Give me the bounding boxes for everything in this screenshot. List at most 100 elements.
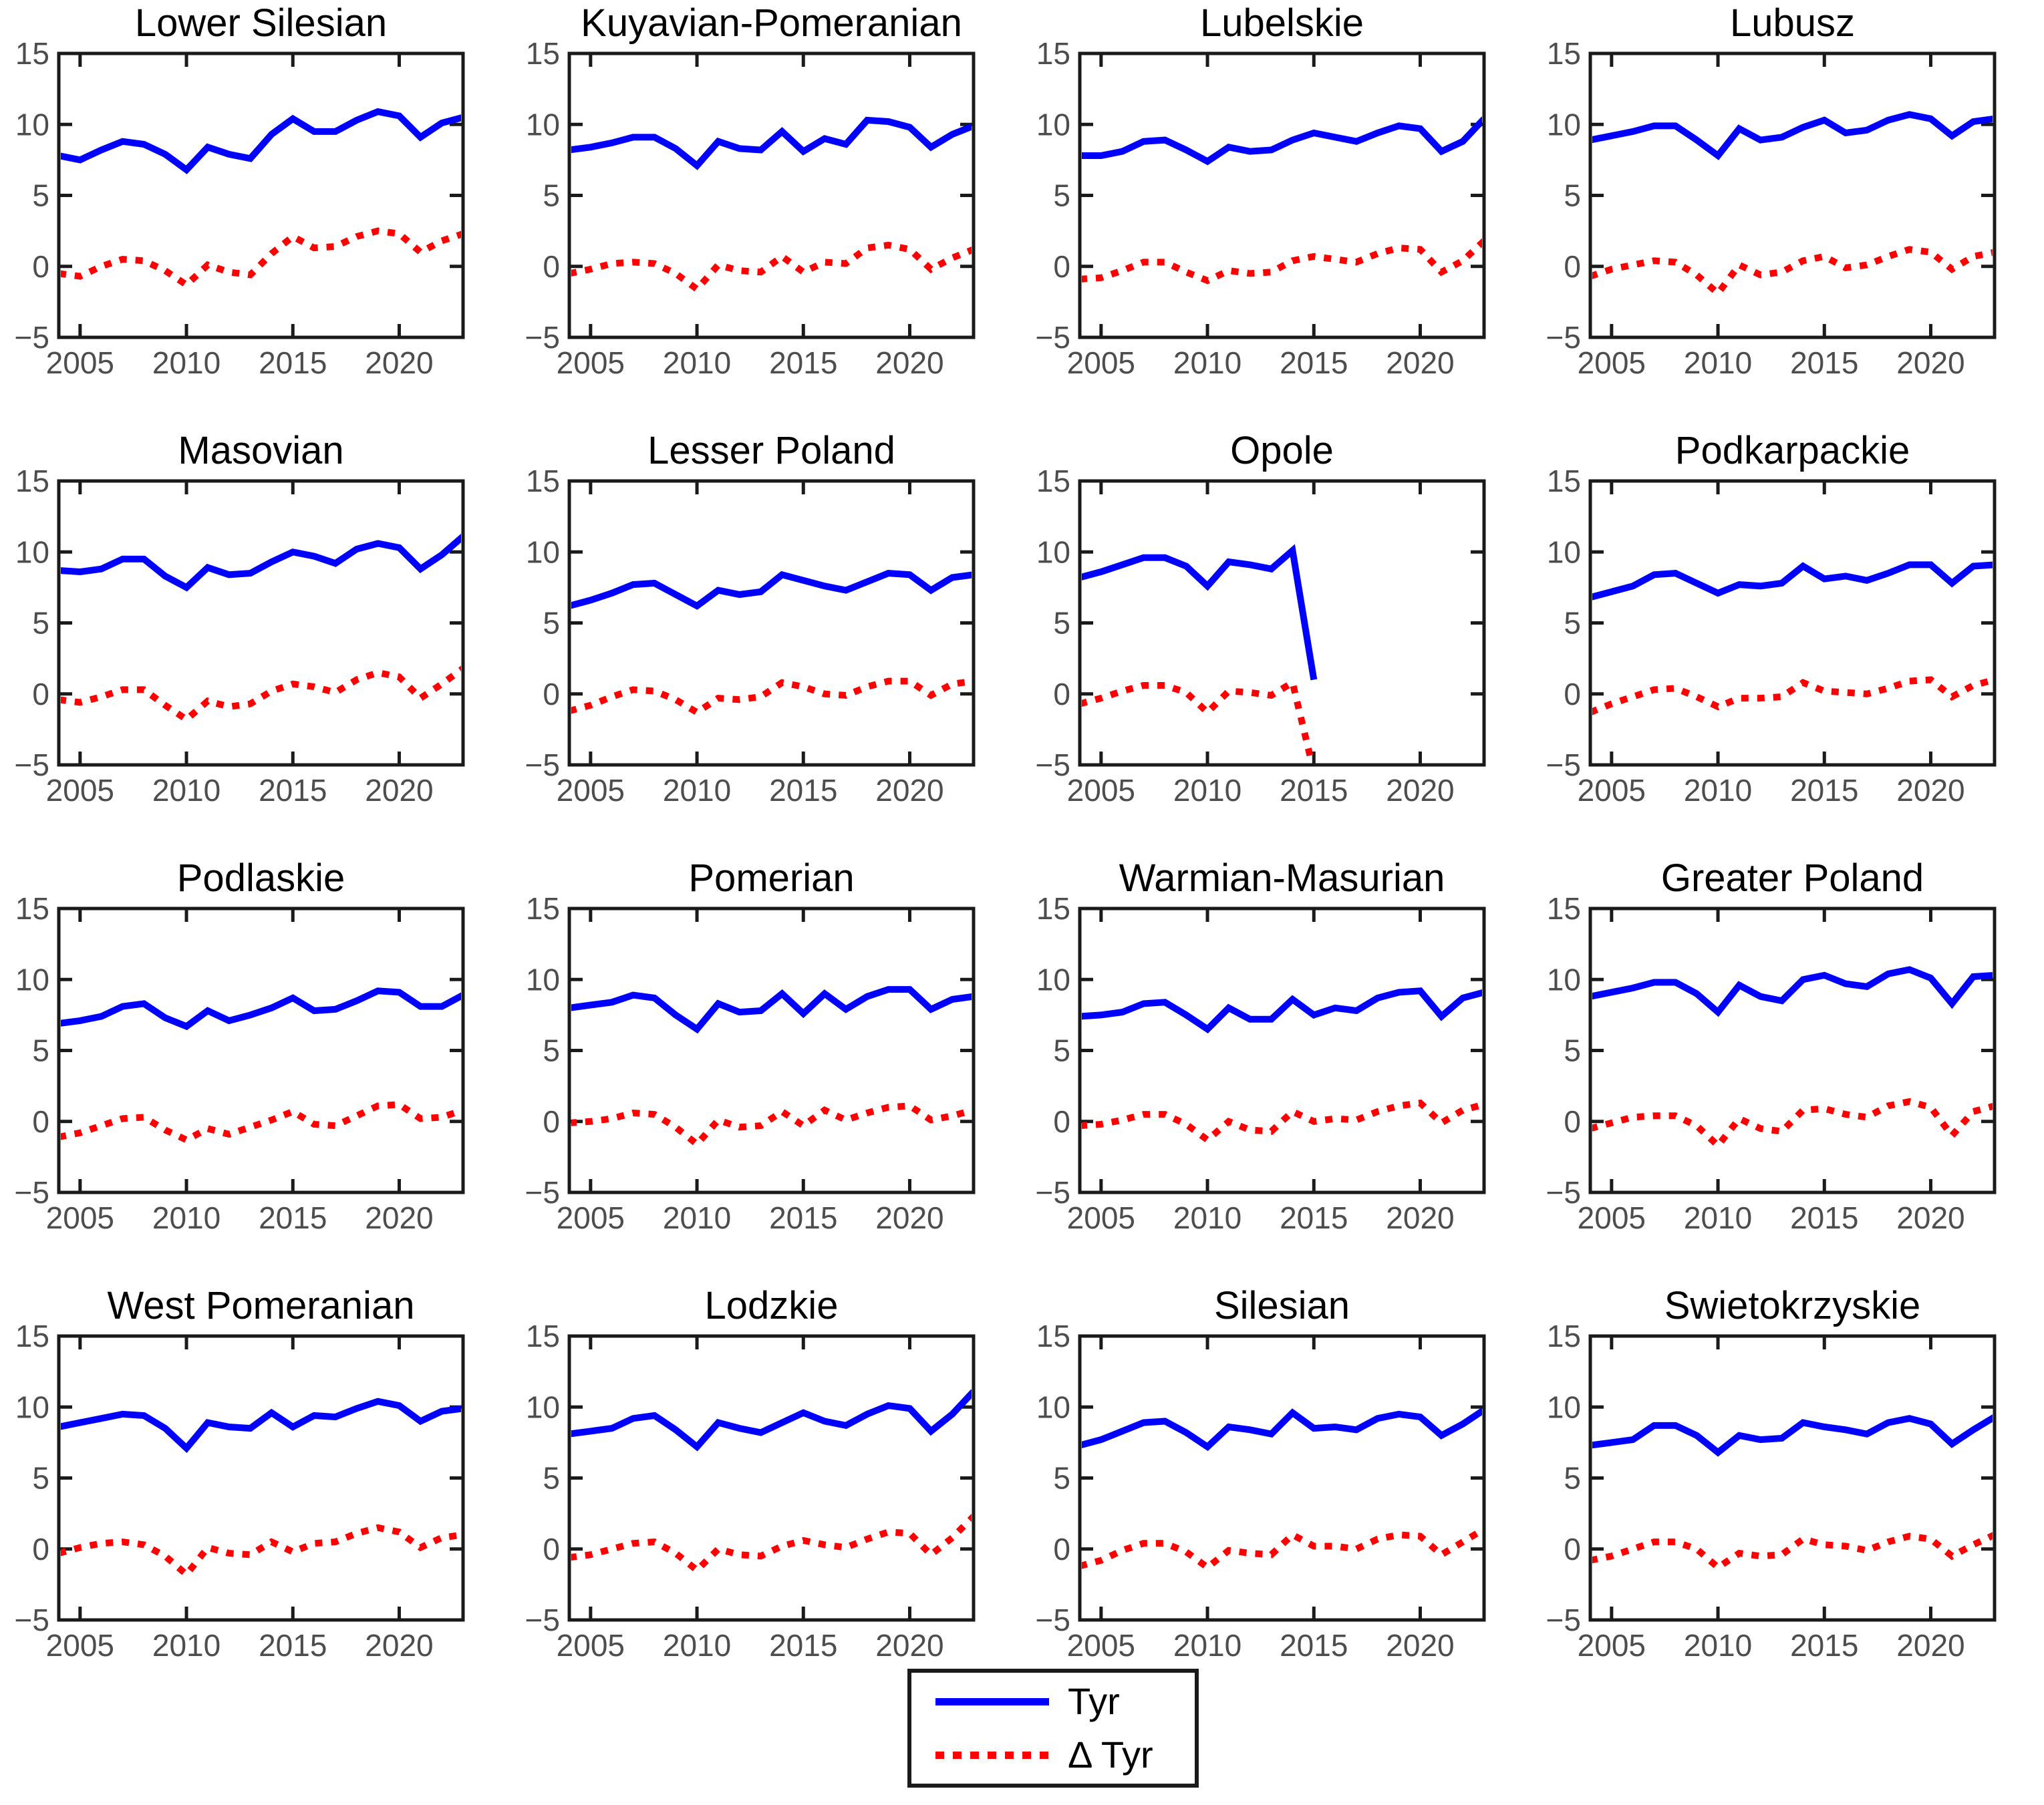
y-tick-label: 15: [1547, 891, 1581, 926]
subplot-title: Podlaskie: [177, 856, 345, 900]
y-tick-label: −5: [525, 748, 560, 782]
series-line-delta-tyr: [1082, 1526, 1482, 1572]
y-tick-label: −5: [1546, 320, 1581, 355]
y-tick-label: 15: [1036, 464, 1070, 498]
x-tick-label: 2020: [1896, 345, 1964, 380]
x-tick-label: 2020: [1386, 773, 1454, 808]
y-tick-label: −5: [525, 1175, 560, 1210]
y-tick-label: 0: [1564, 249, 1581, 284]
x-tick-label: 2015: [259, 1200, 327, 1235]
x-tick-label: 2010: [1173, 773, 1242, 808]
series-line-delta-tyr: [1592, 246, 1993, 299]
x-tick-label: 2005: [1578, 345, 1646, 380]
y-tick-label: 0: [1053, 677, 1070, 711]
subplot-title: Silesian: [1214, 1284, 1350, 1327]
x-tick-label: 2010: [663, 345, 731, 380]
y-tick-label: 5: [543, 178, 560, 213]
subplot-title: Opole: [1230, 429, 1334, 472]
series-line-delta-tyr: [1082, 677, 1316, 763]
x-tick-label: 2005: [1067, 1200, 1135, 1235]
x-tick-label: 2020: [365, 1200, 433, 1235]
subplot-canvas-swietokrzyskie: Swietokrzyskie 2005 2010 2015 2020 15 10 5 0 −5: [1546, 1284, 1997, 1663]
series-line-delta-tyr: [1592, 1098, 1993, 1151]
subplot-title: Lower Silesian: [135, 1, 387, 45]
y-tick-label: −5: [15, 1603, 49, 1637]
axes-box: [1078, 1334, 1486, 1622]
x-tick-label: 2005: [1067, 1628, 1135, 1663]
x-tick-label: 2005: [557, 1200, 625, 1235]
x-tick-label: 2020: [1896, 1628, 1964, 1663]
series-line-tyr: [1082, 1407, 1482, 1452]
axes-box: [567, 51, 976, 339]
x-tick-label: 2015: [769, 1628, 837, 1663]
y-tick-label: 5: [543, 1033, 560, 1068]
x-tick-label: 2015: [1790, 345, 1858, 380]
x-tick-label: 2015: [259, 345, 327, 380]
legend-label-tyr: Tyr: [1068, 1680, 1120, 1722]
axes-box: [57, 51, 465, 339]
series-line-delta-tyr: [61, 1524, 461, 1580]
x-tick-label: 2010: [1684, 773, 1752, 808]
y-tick-label: 10: [1036, 962, 1070, 997]
x-tick-label: 2020: [365, 1628, 433, 1663]
subplot-canvas-masovian: Masovian 2005 2010 2015 2020 15 10 5 0 −5: [15, 429, 465, 808]
y-tick-label: 10: [15, 107, 49, 142]
x-tick-label: 2015: [1280, 345, 1348, 380]
y-tick-label: −5: [525, 320, 560, 355]
y-tick-label: 5: [1053, 1461, 1070, 1496]
y-tick-label: −5: [1546, 748, 1581, 782]
y-tick-label: 15: [15, 464, 49, 498]
y-tick-label: 0: [1053, 249, 1070, 284]
x-tick-label: 2005: [557, 345, 625, 380]
legend: Tyr Δ Tyr: [907, 1669, 1199, 1788]
x-tick-label: 2005: [557, 773, 625, 808]
subplot-masovian: Masovian 2005 2010 2015 2020 15 10 5 0 −5: [2, 428, 513, 855]
y-tick-label: 5: [32, 178, 49, 213]
x-tick-label: 2010: [152, 773, 221, 808]
y-tick-label: −5: [1546, 1603, 1581, 1637]
subplot-canvas-kuyavian-pomeranian: Kuyavian-Pomeranian 2005 2010 2015 2020 15 10 5…: [525, 1, 976, 380]
y-tick-label: 15: [15, 891, 49, 926]
x-tick-label: 2005: [46, 773, 114, 808]
subplot-title: Masovian: [178, 429, 343, 472]
x-tick-label: 2010: [152, 1628, 221, 1663]
x-tick-label: 2020: [1386, 1628, 1454, 1663]
subplot-silesian: Silesian 2005 2010 2015 2020 15 10 5 0 −5: [1023, 1283, 1534, 1710]
x-tick-label: 2020: [1386, 345, 1454, 380]
y-tick-label: 15: [1036, 1319, 1070, 1353]
y-tick-label: 15: [15, 36, 49, 71]
x-tick-label: 2020: [365, 345, 433, 380]
y-tick-label: 10: [1036, 534, 1070, 569]
y-tick-label: 15: [1036, 36, 1070, 71]
subplot-title: Pomerian: [688, 856, 854, 900]
y-tick-label: 10: [1547, 107, 1581, 142]
subplot-kuyavian-pomeranian: Kuyavian-Pomeranian 2005 2010 2015 2020 15 10 5…: [513, 0, 1023, 428]
y-tick-label: 5: [1564, 178, 1581, 213]
x-tick-label: 2015: [259, 1628, 327, 1663]
x-tick-label: 2005: [46, 1200, 114, 1235]
x-tick-label: 2010: [1173, 1200, 1242, 1235]
series-line-tyr: [1592, 561, 1993, 601]
axes-box: [1588, 907, 1997, 1194]
subplot-canvas-greater-poland: Greater Poland 2005 2010 2015 2020 15 10 5 0 −5: [1546, 856, 1997, 1235]
y-tick-label: 15: [1036, 891, 1070, 926]
y-tick-label: 5: [32, 606, 49, 641]
subplot-pomerian: Pomerian 2005 2010 2015 2020 15 10 5 0 −5: [513, 855, 1023, 1283]
y-tick-label: 5: [1053, 606, 1070, 641]
subplot-grid: Lower Silesian 2005 2010 2015 2020 15 10 5 0 −5 Ku…: [2, 0, 1997, 1710]
x-tick-label: 2010: [663, 1200, 731, 1235]
series-line-delta-tyr: [61, 227, 461, 289]
subplot-title: Lesser Poland: [647, 429, 895, 472]
y-tick-label: 0: [543, 1104, 560, 1139]
subplot-lower-silesian: Lower Silesian 2005 2010 2015 2020 15 10 5 0 −5: [2, 0, 513, 428]
y-tick-label: 5: [1564, 606, 1581, 641]
y-tick-label: 0: [32, 249, 49, 284]
y-tick-label: 10: [1547, 962, 1581, 997]
axes-box: [567, 907, 976, 1194]
x-tick-label: 2015: [259, 773, 327, 808]
x-tick-label: 2015: [769, 345, 837, 380]
x-tick-label: 2015: [769, 1200, 837, 1235]
y-tick-label: −5: [525, 1603, 560, 1637]
x-tick-label: 2005: [1067, 773, 1135, 808]
axes-box: [1078, 479, 1486, 767]
